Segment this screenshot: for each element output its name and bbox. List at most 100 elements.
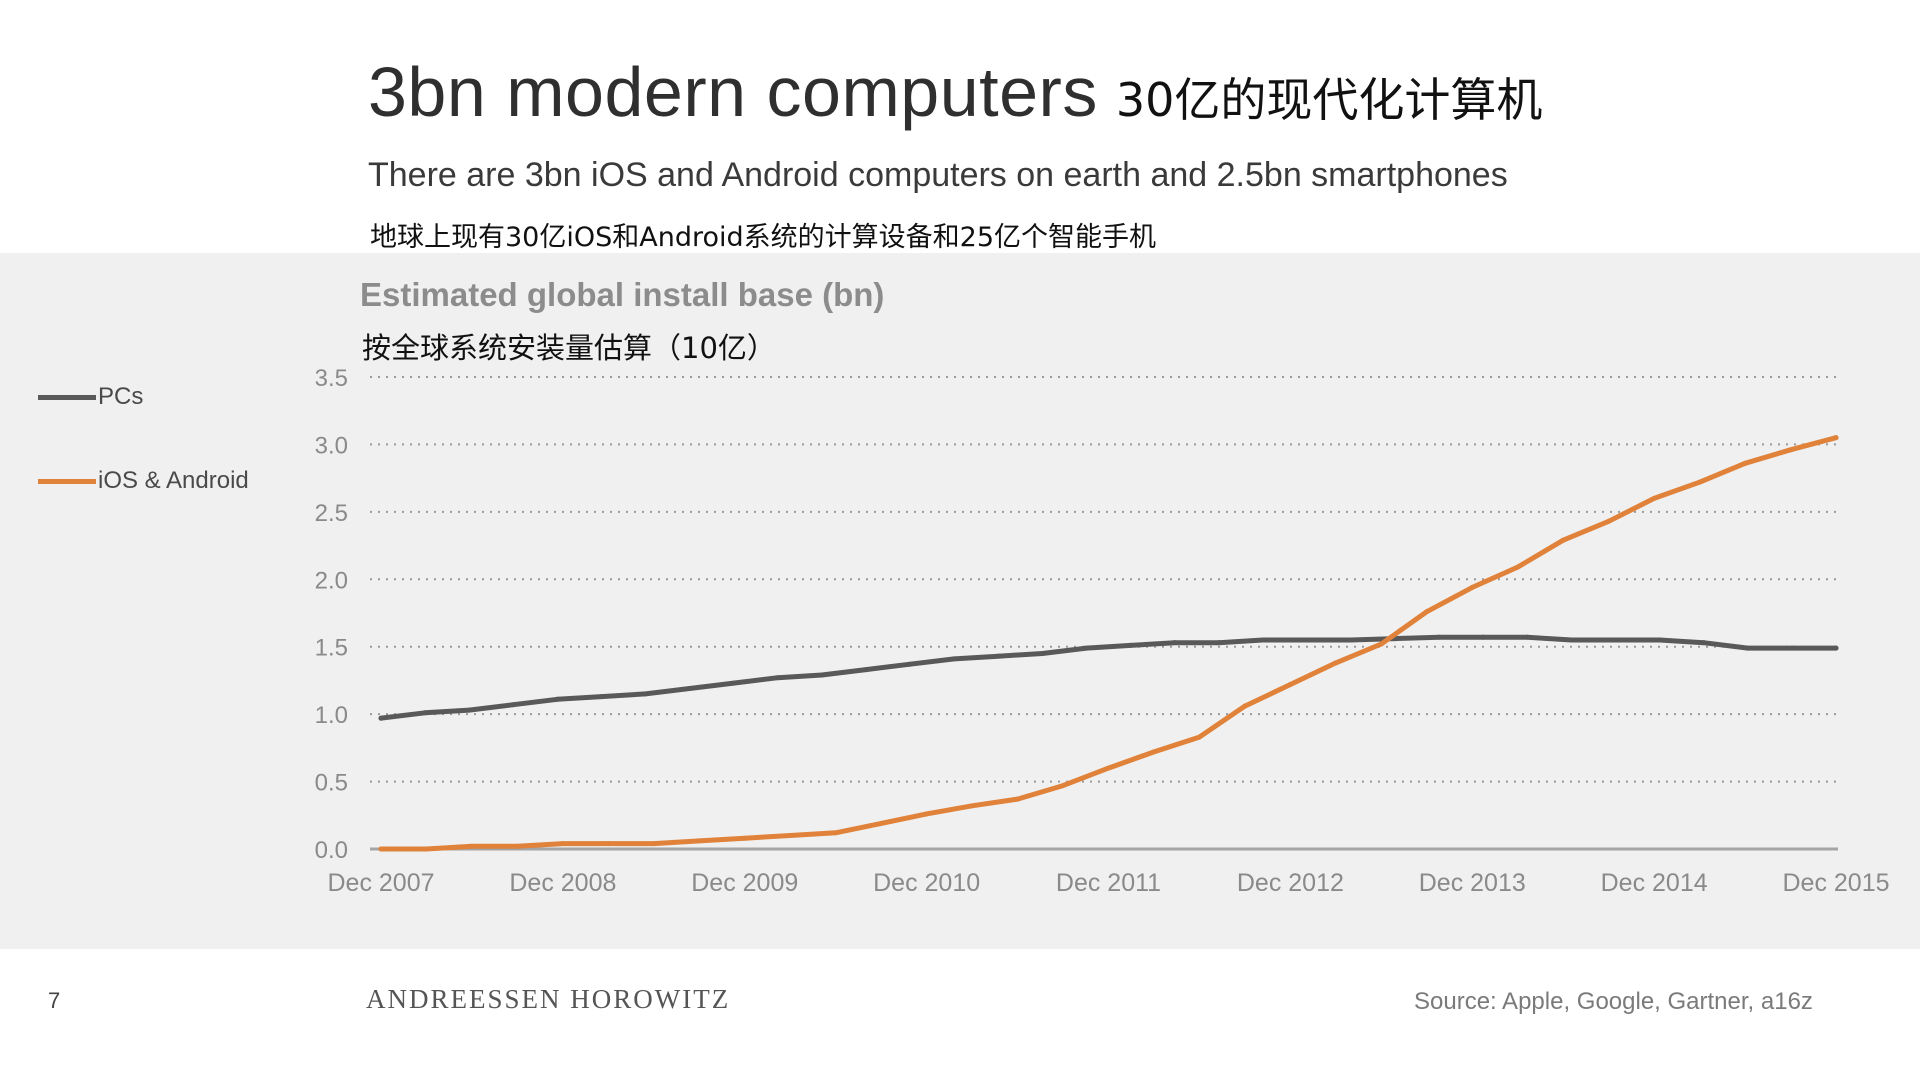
data-point	[1742, 460, 1748, 466]
chart-title-chinese: 按全球系统安装量估算（10亿）	[362, 331, 776, 365]
x-tick-label: Dec 2011	[1056, 869, 1161, 897]
chart-panel	[0, 253, 1920, 949]
x-tick-label: Dec 2012	[1237, 869, 1344, 897]
data-point	[1480, 634, 1486, 640]
data-point	[554, 696, 560, 702]
data-point	[995, 653, 1001, 659]
data-point	[1060, 783, 1066, 789]
data-point	[775, 675, 781, 681]
legend-item-ios-android: iOS & Android	[38, 467, 249, 495]
x-tick-label: Dec 2014	[1601, 869, 1708, 897]
data-point	[1606, 518, 1612, 524]
slide-title: 3bn modern computers 30亿的现代化计算机	[368, 52, 1542, 132]
data-point	[560, 841, 566, 847]
data-point	[969, 803, 975, 809]
x-tick-label: Dec 2008	[509, 869, 616, 897]
data-point	[1651, 495, 1657, 501]
data-point	[643, 691, 649, 697]
data-point	[1788, 447, 1794, 453]
data-point	[951, 656, 957, 662]
legend-swatch-ios-android	[38, 478, 96, 484]
legend-label-pcs: PCs	[98, 383, 144, 410]
legend-item-pcs: PCs	[38, 383, 143, 411]
data-point	[510, 702, 516, 708]
data-point	[423, 846, 429, 852]
data-point	[1833, 435, 1839, 441]
y-tick-label: 0.5	[315, 770, 348, 797]
page-number: 7	[48, 988, 61, 1013]
legend-swatch-pcs	[38, 394, 96, 400]
x-tick-label: Dec 2009	[691, 869, 798, 897]
data-point	[1172, 640, 1178, 646]
data-point	[514, 843, 520, 849]
data-point	[1378, 641, 1384, 647]
data-point	[1424, 609, 1430, 615]
data-point	[1436, 634, 1442, 640]
data-point	[651, 841, 657, 847]
data-point	[1745, 645, 1751, 651]
data-point	[1333, 660, 1339, 666]
x-tick-label: Dec 2015	[1782, 869, 1889, 897]
data-point	[1039, 650, 1045, 656]
data-point	[1260, 637, 1266, 643]
data-point	[469, 843, 475, 849]
data-point	[1242, 703, 1248, 709]
data-point	[742, 835, 748, 841]
y-tick-label: 2.5	[315, 500, 348, 527]
data-point	[833, 830, 839, 836]
data-point	[1515, 564, 1521, 570]
x-tick-label: Dec 2010	[873, 869, 980, 897]
subtitle-chinese: 地球上现有30亿iOS和Android系统的计算设备和25亿个智能手机	[370, 222, 1156, 253]
data-point	[1287, 681, 1293, 687]
legend-label-ios-android: iOS & Android	[98, 467, 249, 494]
data-point	[863, 667, 869, 673]
data-point	[1560, 537, 1566, 543]
data-point	[1833, 645, 1839, 651]
data-point	[378, 846, 384, 852]
data-point	[1128, 642, 1134, 648]
data-point	[687, 686, 693, 692]
y-tick-label: 3.5	[315, 365, 348, 392]
data-point	[1701, 640, 1707, 646]
data-point	[605, 841, 611, 847]
y-tick-label: 2.0	[315, 567, 348, 594]
x-tick-label: Dec 2007	[327, 869, 434, 897]
series-line-pcs	[378, 634, 1839, 721]
data-point	[878, 820, 884, 826]
data-point	[1789, 645, 1795, 651]
data-point	[1657, 637, 1663, 643]
data-point	[378, 715, 384, 721]
brand-logo-text: ANDREESSEN HOROWITZ	[366, 984, 731, 1014]
title-chinese: 30亿的现代化计算机	[1115, 73, 1543, 127]
data-point	[1524, 634, 1530, 640]
data-point	[1015, 796, 1021, 802]
data-point	[787, 833, 793, 839]
data-point	[1216, 640, 1222, 646]
data-point	[1304, 637, 1310, 643]
y-tick-label: 1.5	[315, 635, 348, 662]
data-point	[1348, 637, 1354, 643]
data-point	[819, 672, 825, 678]
subtitle-english: There are 3bn iOS and Android computers …	[368, 156, 1508, 194]
series-line-ios-android	[378, 435, 1839, 852]
data-point	[1083, 645, 1089, 651]
title-english: 3bn modern computers	[368, 53, 1098, 131]
data-point	[1568, 637, 1574, 643]
y-tick-label: 1.0	[315, 702, 348, 729]
data-point	[1613, 637, 1619, 643]
source-note: Source: Apple, Google, Gartner, a16z	[1414, 988, 1813, 1015]
data-point	[1196, 734, 1202, 740]
data-point	[1469, 584, 1475, 590]
data-point	[1697, 479, 1703, 485]
data-point	[422, 710, 428, 716]
data-point	[924, 811, 930, 817]
data-point	[1106, 765, 1111, 771]
x-tick-label: Dec 2013	[1419, 869, 1526, 897]
y-tick-label: 0.0	[315, 837, 348, 864]
data-point	[466, 707, 472, 713]
data-point	[1151, 749, 1157, 755]
data-point	[696, 838, 702, 844]
data-point	[731, 680, 737, 686]
y-tick-label: 3.0	[315, 432, 348, 459]
